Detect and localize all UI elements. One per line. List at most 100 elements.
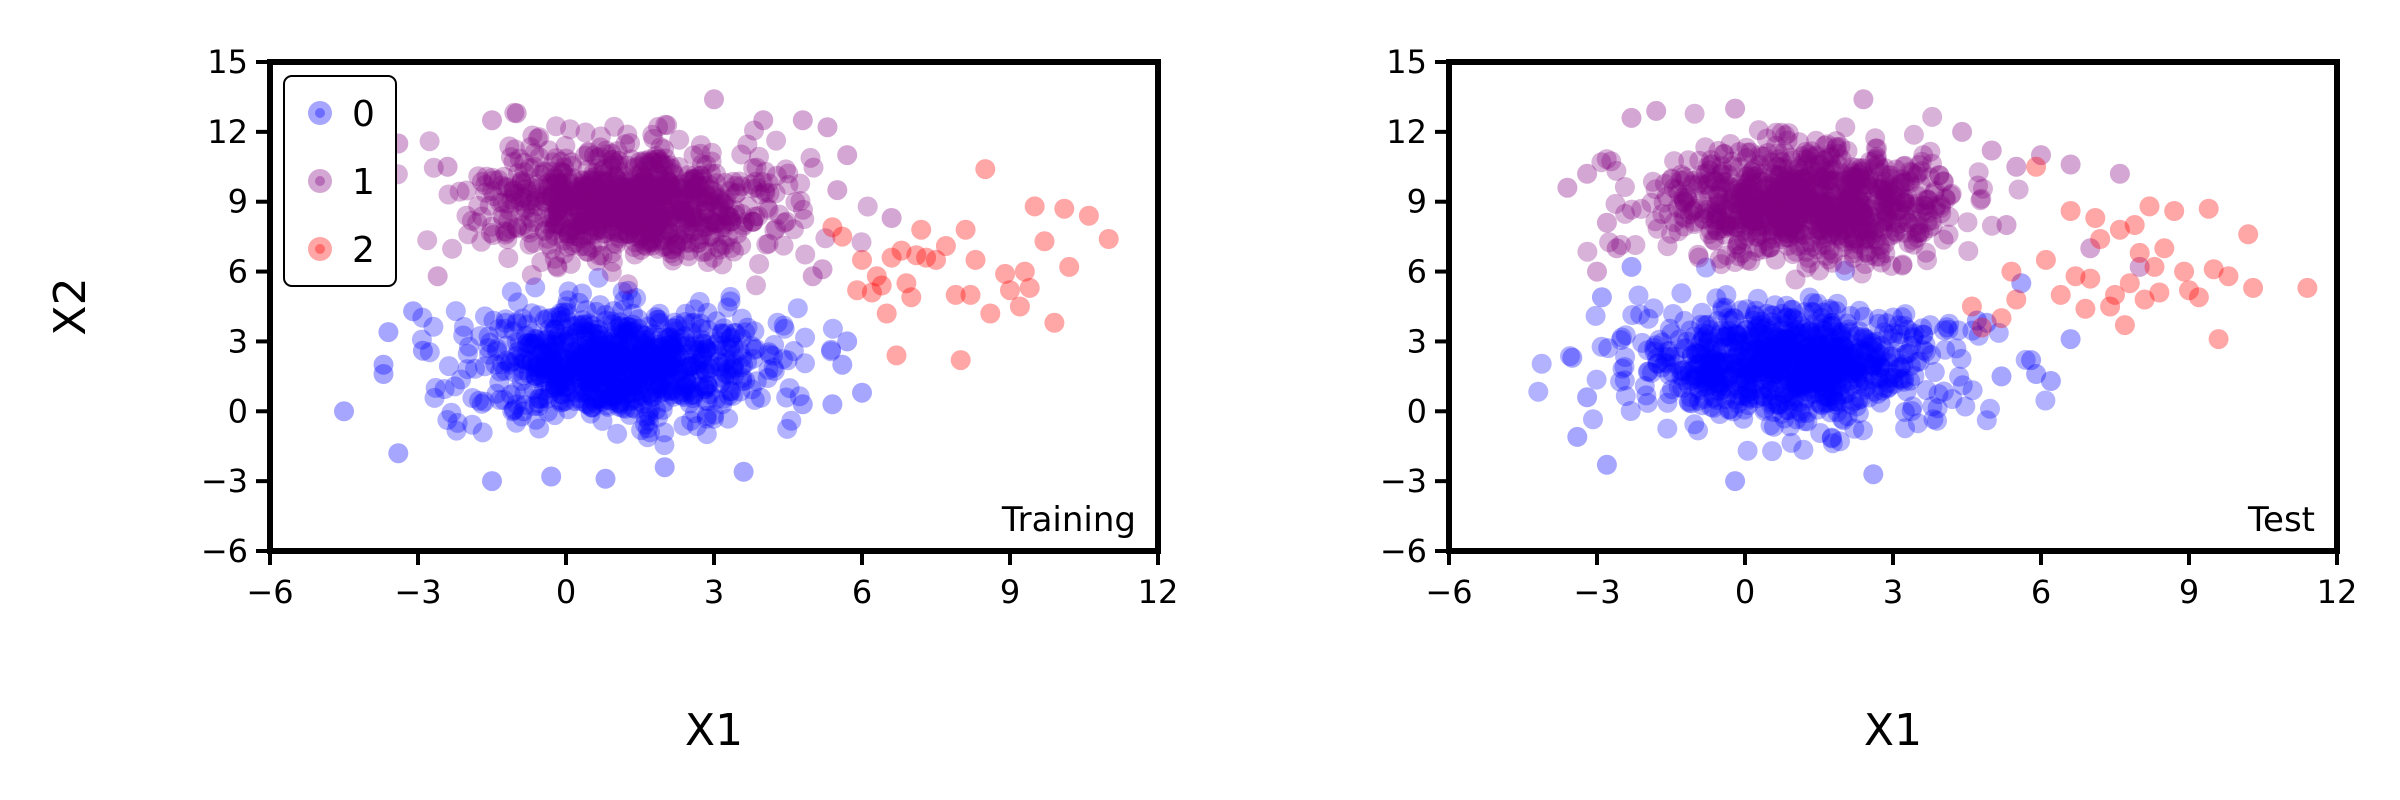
point-class-2: [965, 249, 986, 270]
point-class-0: [1823, 385, 1844, 406]
point-class-1: [638, 156, 659, 177]
point-class-0: [641, 355, 662, 376]
point-class-1: [1720, 134, 1741, 154]
legend-label-0: 0: [352, 94, 375, 135]
point-class-0: [586, 301, 607, 322]
point-class-1: [1814, 207, 1835, 228]
point-class-1: [633, 181, 654, 202]
point-class-0: [1691, 314, 1712, 335]
point-class-0: [1854, 352, 1875, 372]
point-class-1: [1819, 146, 1840, 167]
point-class-1: [543, 152, 564, 173]
point-class-1: [1792, 169, 1813, 190]
point-class-0: [696, 339, 717, 360]
point-class-1: [1806, 161, 1827, 182]
point-class-0: [1677, 331, 1697, 352]
point-class-0: [1766, 343, 1787, 363]
point-class-0: [1791, 376, 1812, 397]
point-class-1: [1844, 173, 1865, 194]
point-class-0: [607, 347, 628, 368]
point-class-0: [576, 342, 597, 363]
point-class-0: [696, 338, 717, 359]
point-class-1: [692, 154, 712, 175]
point-class-0: [513, 360, 534, 381]
point-class-0: [1866, 349, 1887, 370]
point-class-1: [616, 206, 637, 227]
point-class-0: [602, 390, 623, 411]
point-class-0: [581, 323, 602, 344]
point-class-0: [595, 304, 616, 325]
point-class-0: [1747, 353, 1768, 373]
point-class-0: [1848, 360, 1869, 381]
point-class-0: [657, 343, 678, 364]
cluster-0: [1528, 257, 2056, 462]
point-class-0: [1740, 364, 1761, 385]
point-class-1: [1812, 168, 1833, 189]
point-class-1: [643, 178, 664, 199]
point-class-1: [659, 199, 680, 220]
point-class-0: [1851, 340, 1871, 361]
point-class-0: [517, 350, 538, 371]
point-class-1: [592, 214, 613, 235]
point-class-0: [608, 332, 629, 353]
point-class-1: [1916, 242, 1936, 263]
point-class-0: [1848, 390, 1869, 410]
point-class-1: [1913, 195, 1934, 216]
point-class-0: [662, 318, 683, 339]
point-class-1: [635, 216, 656, 237]
point-class-0: [639, 340, 659, 361]
point-class-0: [692, 346, 713, 367]
point-class-0: [556, 296, 577, 317]
point-class-0: [604, 330, 625, 351]
point-class-1: [1745, 166, 1766, 187]
point-class-0: [1825, 356, 1845, 377]
point-class-0: [651, 373, 672, 394]
point-class-0: [2015, 349, 2036, 370]
point-class-0: [590, 351, 611, 372]
point-class-0: [584, 347, 604, 368]
point-class-0: [852, 382, 872, 403]
point-class-1: [666, 189, 687, 210]
point-class-1: [1776, 171, 1797, 192]
point-class-1: [557, 188, 578, 209]
point-class-1: [759, 183, 780, 204]
point-class-0: [523, 335, 544, 356]
point-class-0: [550, 392, 571, 413]
point-class-1: [1641, 192, 1662, 213]
point-class-0: [528, 330, 549, 351]
point-class-0: [1808, 365, 1829, 386]
point-class-0: [1903, 326, 1924, 347]
point-class-0: [549, 333, 570, 354]
point-class-0: [1612, 358, 1633, 379]
point-class-1: [1677, 187, 1698, 208]
point-class-0: [1897, 319, 1918, 340]
point-class-1: [678, 165, 699, 185]
point-class-0: [1882, 328, 1903, 349]
point-class-0: [1723, 401, 1743, 422]
point-class-1: [1800, 146, 1821, 167]
point-class-0: [1831, 322, 1852, 343]
point-class-0: [1775, 337, 1795, 358]
point-class-1: [1875, 202, 1896, 223]
point-class-0: [723, 336, 744, 357]
point-class-1: [1726, 238, 1747, 259]
point-class-0: [1833, 391, 1854, 412]
point-class-1: [1859, 177, 1880, 198]
point-class-1: [1894, 204, 1915, 225]
point-class-1: [613, 211, 634, 232]
point-class-0: [1671, 283, 1692, 304]
point-class-1: [651, 231, 672, 251]
x-tick-label: 12: [1138, 573, 1179, 611]
point-class-1: [662, 185, 683, 206]
point-class-1: [629, 178, 650, 199]
point-class-0: [630, 333, 651, 354]
point-class-1: [642, 235, 663, 256]
point-class-1: [1761, 201, 1782, 222]
point-class-1: [1753, 193, 1774, 214]
point-class-1: [695, 200, 716, 221]
point-class-0: [1822, 376, 1843, 397]
point-class-1: [1894, 192, 1915, 213]
point-class-0: [684, 384, 704, 404]
point-class-1: [684, 180, 705, 201]
point-class-0: [1789, 374, 1810, 395]
